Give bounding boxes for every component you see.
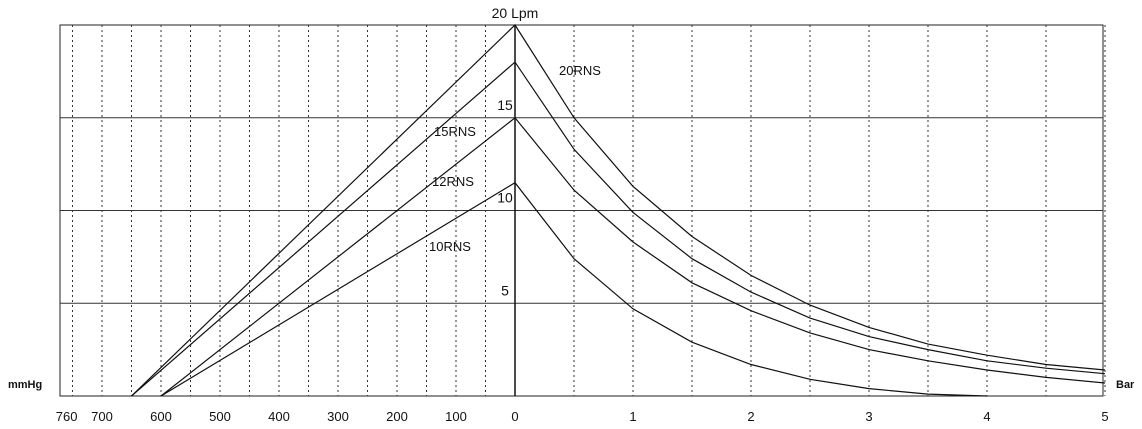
x-tick-label-mmhg: 100 (445, 409, 467, 424)
x-tick-label-mmhg: 760 (56, 409, 78, 424)
y-tick-label: 5 (501, 282, 509, 298)
curve-label: 20RNS (559, 63, 601, 78)
curve-label: 15RNS (434, 124, 476, 139)
x-tick-label-bar: 3 (865, 409, 872, 424)
x-tick-label-mmhg: 700 (91, 409, 113, 424)
x-tick-label-bar: 4 (983, 409, 990, 424)
unit-label-mmhg: mmHg (8, 379, 42, 391)
x-tick-label-bar: 2 (747, 409, 754, 424)
x-tick-label-mmhg: 200 (386, 409, 408, 424)
series-line-10RNS (160, 181, 988, 397)
grid (60, 25, 1106, 396)
y-tick-label: 15 (497, 97, 513, 113)
x-tick-label-mmhg: 600 (150, 409, 172, 424)
top-flow-label: 20 Lpm (492, 5, 539, 21)
series-line-20RNS (131, 61, 1106, 397)
curve-label: 10RNS (429, 239, 471, 254)
x-tick-label-bar: 5 (1101, 409, 1108, 424)
series-line-15RNS (160, 116, 1106, 397)
x-tick-label-mmhg: 500 (209, 409, 231, 424)
curve-label: 12RNS (432, 174, 474, 189)
series-line-12RNS (131, 24, 1106, 397)
x-tick-label-mmhg: 300 (327, 409, 349, 424)
labels: 760 700 600 500 400 300 200 100 0 1 2 3 4 5 5 10 15 20 Lp… (8, 5, 1135, 424)
x-tick-label-mmhg: 400 (268, 409, 290, 424)
x-tick-label-bar: 0 (511, 409, 518, 424)
curves (131, 24, 1106, 397)
y-tick-label: 10 (497, 190, 513, 206)
x-tick-label-bar: 1 (629, 409, 636, 424)
unit-label-bar: Bar (1116, 379, 1135, 391)
